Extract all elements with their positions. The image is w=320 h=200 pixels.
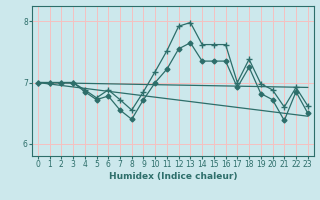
X-axis label: Humidex (Indice chaleur): Humidex (Indice chaleur)	[108, 172, 237, 181]
